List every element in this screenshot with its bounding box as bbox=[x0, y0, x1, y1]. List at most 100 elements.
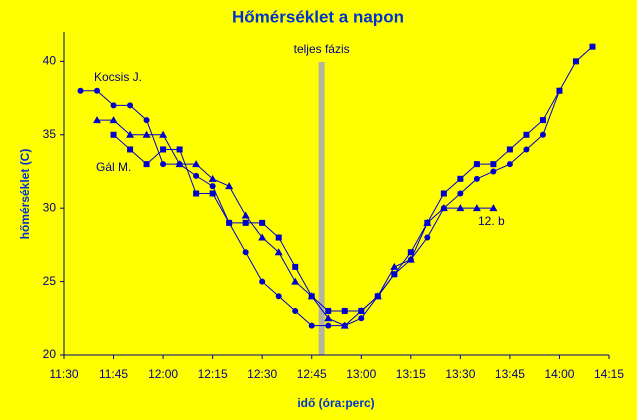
marker bbox=[324, 314, 333, 322]
marker bbox=[208, 174, 217, 182]
marker bbox=[127, 146, 134, 153]
marker bbox=[341, 307, 348, 314]
marker bbox=[275, 234, 282, 241]
marker bbox=[325, 322, 332, 329]
series-label: 12. b bbox=[478, 214, 505, 228]
marker bbox=[242, 219, 249, 226]
x-tick-label: 13:00 bbox=[346, 367, 376, 381]
marker bbox=[357, 306, 366, 314]
y-tick-label: 40 bbox=[43, 54, 57, 68]
marker bbox=[160, 161, 167, 168]
marker bbox=[473, 175, 480, 182]
y-tick-label: 30 bbox=[43, 200, 57, 214]
x-tick-label: 12:00 bbox=[148, 367, 178, 381]
marker bbox=[589, 43, 596, 50]
marker bbox=[193, 172, 200, 179]
marker bbox=[340, 321, 349, 329]
marker bbox=[127, 102, 134, 109]
x-tick-label: 12:15 bbox=[198, 367, 228, 381]
series-line bbox=[80, 90, 560, 327]
x-tick-label: 11:45 bbox=[99, 367, 128, 381]
chart-title: Hőmérséklet a napon bbox=[232, 7, 404, 26]
marker bbox=[258, 233, 267, 241]
x-tick-label: 13:45 bbox=[495, 367, 525, 381]
marker bbox=[110, 131, 117, 138]
marker bbox=[77, 87, 84, 94]
marker bbox=[489, 204, 498, 212]
marker bbox=[259, 219, 266, 226]
marker bbox=[94, 87, 101, 94]
marker bbox=[439, 204, 448, 212]
marker bbox=[225, 182, 234, 190]
marker bbox=[274, 248, 283, 256]
marker bbox=[440, 190, 447, 197]
marker bbox=[142, 130, 151, 138]
series-label: Kocsis J. bbox=[94, 70, 142, 84]
marker bbox=[572, 58, 579, 65]
marker bbox=[110, 102, 117, 109]
marker bbox=[176, 146, 183, 153]
marker bbox=[226, 219, 233, 226]
marker bbox=[143, 117, 150, 124]
marker bbox=[175, 160, 184, 168]
marker bbox=[259, 278, 266, 285]
marker bbox=[539, 117, 546, 124]
marker bbox=[143, 161, 150, 168]
y-tick-label: 35 bbox=[43, 127, 57, 141]
marker bbox=[209, 190, 216, 197]
series-label: Gál M. bbox=[96, 160, 131, 174]
marker bbox=[506, 161, 513, 168]
marker bbox=[192, 160, 201, 168]
marker bbox=[539, 131, 546, 138]
marker bbox=[472, 204, 481, 212]
marker bbox=[473, 161, 480, 168]
marker bbox=[424, 234, 431, 241]
marker bbox=[307, 292, 316, 300]
marker bbox=[109, 116, 118, 124]
x-tick-label: 14:00 bbox=[544, 367, 574, 381]
x-tick-label: 11:30 bbox=[49, 367, 78, 381]
marker bbox=[490, 161, 497, 168]
marker bbox=[457, 190, 464, 197]
marker bbox=[93, 116, 102, 124]
marker bbox=[406, 255, 415, 263]
marker bbox=[193, 190, 200, 197]
marker bbox=[160, 146, 167, 153]
x-tick-label: 12:30 bbox=[247, 367, 277, 381]
marker bbox=[358, 315, 365, 322]
annotation-band bbox=[318, 62, 325, 355]
x-tick-label: 13:30 bbox=[445, 367, 475, 381]
y-tick-label: 25 bbox=[43, 274, 57, 288]
x-axis-label: idő (óra:perc) bbox=[297, 396, 374, 410]
marker bbox=[506, 146, 513, 153]
marker bbox=[523, 131, 530, 138]
marker bbox=[291, 277, 300, 285]
y-axis-label: hőmérséklet (C) bbox=[18, 149, 32, 240]
marker bbox=[523, 146, 530, 153]
marker bbox=[390, 262, 399, 270]
marker bbox=[242, 249, 249, 256]
marker bbox=[423, 218, 432, 226]
marker bbox=[456, 204, 465, 212]
marker bbox=[457, 175, 464, 182]
y-tick-label: 20 bbox=[43, 347, 57, 361]
marker bbox=[275, 293, 282, 300]
marker bbox=[407, 249, 414, 256]
marker bbox=[159, 130, 168, 138]
marker bbox=[373, 292, 382, 300]
marker bbox=[325, 307, 332, 314]
x-tick-label: 12:45 bbox=[297, 367, 327, 381]
marker bbox=[292, 307, 299, 314]
marker bbox=[391, 271, 398, 278]
marker bbox=[292, 263, 299, 270]
marker bbox=[241, 211, 250, 219]
marker bbox=[490, 168, 497, 175]
x-tick-label: 14:15 bbox=[594, 367, 624, 381]
marker bbox=[126, 130, 135, 138]
marker bbox=[556, 87, 563, 94]
marker bbox=[308, 322, 315, 329]
annotation-label: teljes fázis bbox=[294, 42, 350, 56]
